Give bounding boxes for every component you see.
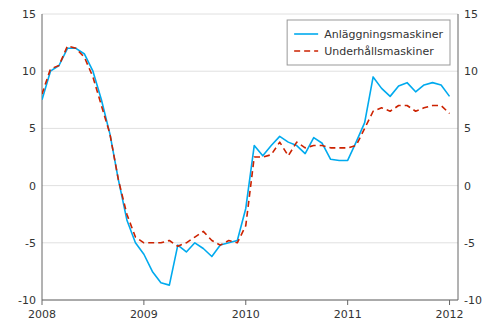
x-tick [42,300,43,305]
x-tick [245,300,246,305]
y2-tick-label: 0 [464,180,471,193]
y-tick-label: -5 [25,237,36,250]
x-tick-label: 2010 [232,308,260,321]
grid-line [42,300,458,301]
lines [42,46,450,285]
grid-line [42,242,458,243]
y-tick-label: 10 [22,65,36,78]
y2-tick-label: -10 [464,294,482,307]
x-tick [143,300,144,305]
x-axis-line [42,300,458,301]
y2-axis-line [458,14,459,300]
chart: 20082009201020112012-10-5051015-10-50510… [0,0,500,330]
legend-swatch [294,33,318,35]
axes: 20082009201020112012-10-5051015-10-50510… [18,8,482,321]
x-tick-label: 2012 [436,308,464,321]
y2-tick-label: -5 [464,237,475,250]
x-tick-label: 2008 [28,308,56,321]
grid [42,14,458,300]
legend: Anläggningsmaskiner Underhållsmaskiner [287,20,450,65]
x-tick-label: 2009 [130,308,158,321]
series-line [42,48,450,285]
y2-tick-label: 5 [464,122,471,135]
series-line [42,46,450,246]
y2-tick-label: 10 [464,65,478,78]
legend-swatch [294,50,318,52]
x-tick [347,300,348,305]
x-tick [449,300,450,305]
legend-label: Anläggningsmaskiner [324,28,443,41]
y-axis-line [42,14,43,300]
legend-label: Underhållsmaskiner [324,45,434,58]
y-tick-label: 15 [22,8,36,21]
y-tick-label: 0 [29,180,36,193]
grid-line [42,71,458,72]
y-tick-label: -10 [18,294,36,307]
y2-tick-label: 15 [464,8,478,21]
x-tick-label: 2011 [334,308,362,321]
grid-line [42,14,458,15]
grid-line [42,128,458,129]
legend-box [287,20,450,65]
y-tick-label: 5 [29,122,36,135]
